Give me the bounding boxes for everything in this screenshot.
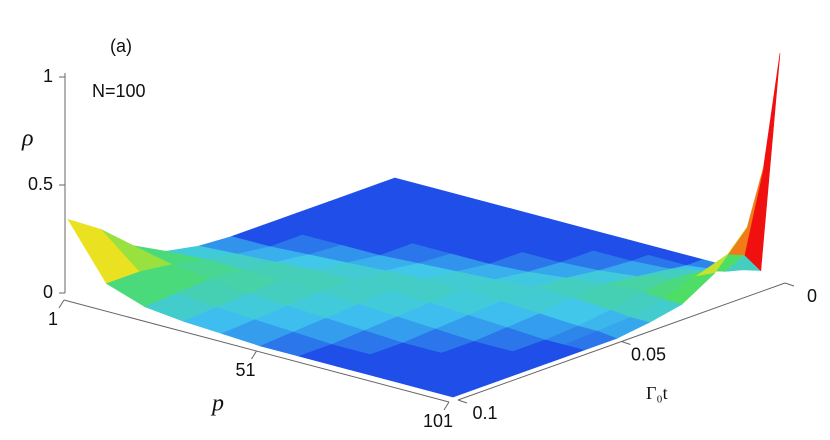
- y-tick: [784, 282, 795, 287]
- annotation: N=100: [92, 81, 146, 101]
- x-tick: [251, 350, 257, 360]
- z-tick-label: 0.5: [28, 174, 53, 194]
- surface: [67, 53, 781, 398]
- y-tick-label: 0.1: [472, 403, 497, 423]
- x-axis-label: p: [210, 391, 224, 417]
- axes: 0 0.5 1 1 51 101 0 0.05 0.1: [28, 66, 817, 431]
- x-tick-label: 51: [235, 360, 255, 380]
- surface-patch: [744, 53, 781, 272]
- panel-label: (a): [110, 36, 132, 56]
- x-tick-label: 1: [48, 309, 58, 329]
- y-tick: [621, 341, 631, 345]
- z-axis-label: ρ: [21, 126, 34, 152]
- y-axis-label: Γ₀t: [646, 383, 668, 403]
- x-tick: [443, 401, 450, 411]
- z-tick-label: 0: [43, 282, 53, 302]
- x-tick-label: 101: [423, 411, 453, 431]
- y-tick: [457, 399, 468, 404]
- surface-patch: [432, 379, 487, 398]
- y-tick-label: 0: [807, 286, 817, 306]
- y-tick-label: 0.05: [631, 344, 666, 364]
- x-tick: [58, 299, 65, 309]
- z-tick-label: 1: [43, 66, 53, 86]
